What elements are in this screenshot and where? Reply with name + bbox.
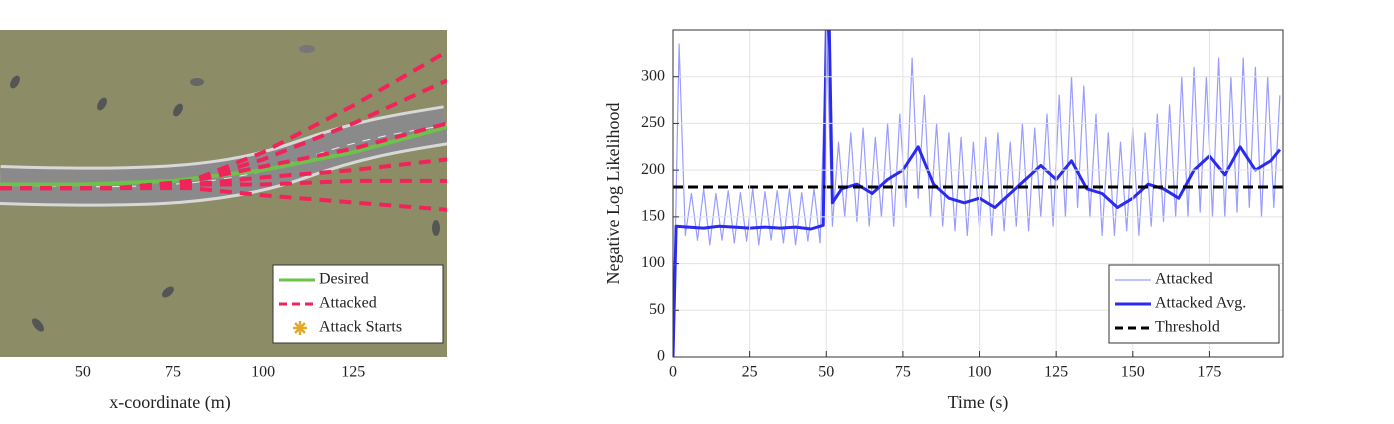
legend-label: Attack Starts — [319, 319, 402, 336]
y-tick-label: 250 — [641, 114, 665, 131]
y-tick-label: 300 — [641, 67, 665, 84]
legend-label: Threshold — [1155, 319, 1220, 336]
trajectory-line — [0, 49, 447, 191]
plot-layer — [0, 49, 447, 212]
x-tick-label: 50 — [75, 364, 91, 381]
trajectory-line — [0, 157, 447, 191]
x-tick-label: 100 — [251, 364, 275, 381]
legend-label: Attacked — [1155, 271, 1213, 288]
x-tick-label: 75 — [165, 364, 181, 381]
legend-label: Attacked Avg. — [1155, 295, 1246, 312]
trajectory-line — [0, 178, 447, 191]
x-axis-label: Time (s) — [948, 392, 1009, 413]
legend-marker — [293, 321, 307, 335]
x-tick-label: 125 — [341, 364, 365, 381]
trajectory-line — [0, 78, 447, 191]
x-tick-label: 125 — [1044, 364, 1068, 381]
x-tick-label: 150 — [1121, 364, 1145, 381]
series-line — [673, 30, 1281, 357]
trajectory-line — [0, 121, 447, 191]
legend-label: Desired — [319, 271, 369, 288]
axes-frame — [672, 29, 1284, 358]
legend-label: Attacked — [319, 295, 377, 312]
y-tick-label: 150 — [641, 208, 665, 225]
y-axis-label: Negative Log Likelihood — [603, 103, 623, 285]
x-tick-label: 75 — [895, 364, 911, 381]
legend-marker-stroke — [294, 322, 306, 334]
x-tick-label: 0 — [669, 364, 677, 381]
x-axis-label: x-coordinate (m) — [109, 392, 230, 413]
plot-layer — [673, 30, 1283, 357]
x-tick-label: 100 — [968, 364, 992, 381]
y-tick-label: 100 — [641, 254, 665, 271]
y-tick-label: 50 — [649, 301, 665, 318]
x-tick-label: 50 — [818, 364, 834, 381]
x-tick-label: 175 — [1197, 364, 1221, 381]
y-tick-label: 0 — [657, 348, 665, 365]
series-line — [0, 125, 447, 187]
trajectory-line — [0, 186, 447, 212]
y-tick-label: 200 — [641, 161, 665, 178]
series-line — [673, 30, 1282, 357]
x-tick-label: 25 — [742, 364, 758, 381]
